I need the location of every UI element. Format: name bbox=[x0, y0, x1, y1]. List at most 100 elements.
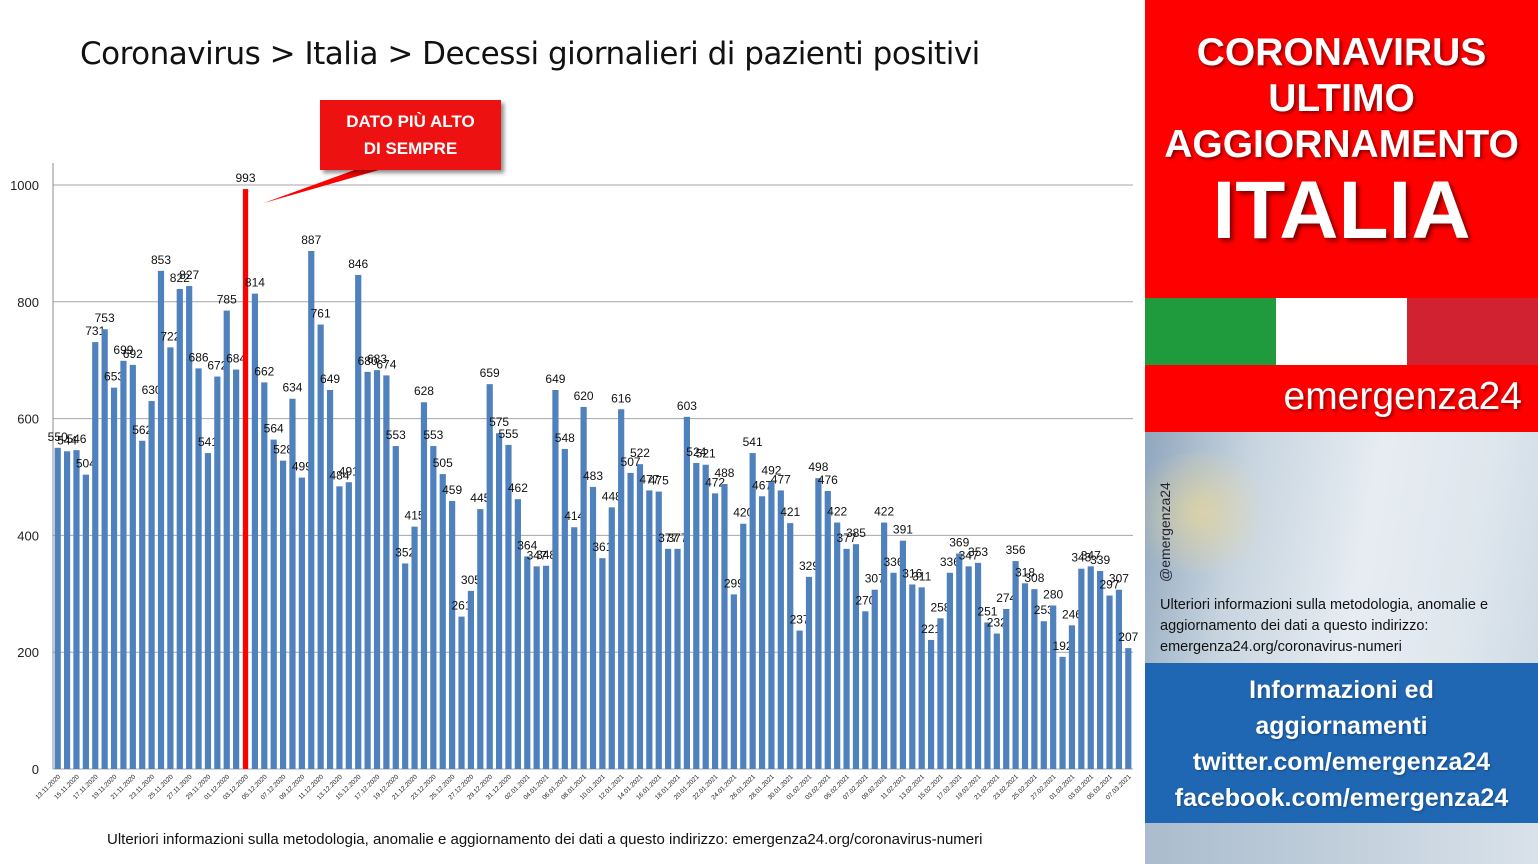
bar bbox=[157, 270, 165, 769]
data-label: 674 bbox=[376, 357, 396, 371]
bar bbox=[430, 446, 437, 769]
bar bbox=[993, 633, 1000, 769]
data-label: 307 bbox=[865, 572, 885, 586]
y-tick-label: 800 bbox=[17, 295, 39, 310]
y-tick-label: 400 bbox=[17, 528, 39, 543]
data-label: 261 bbox=[452, 599, 472, 613]
data-label: 662 bbox=[254, 364, 274, 378]
bar bbox=[571, 527, 578, 769]
data-label: 785 bbox=[217, 293, 237, 307]
bar bbox=[674, 548, 681, 769]
data-label: 684 bbox=[226, 352, 246, 366]
data-label: 628 bbox=[414, 384, 434, 398]
bar bbox=[233, 369, 240, 769]
sidebar-panel: CORONAVIRUS ULTIMO AGGIORNAMENTO ITALIA … bbox=[1145, 0, 1538, 864]
bar bbox=[599, 558, 606, 769]
bar bbox=[439, 474, 446, 769]
links-line-1: Informazioni ed bbox=[1249, 676, 1434, 704]
bar bbox=[402, 563, 409, 769]
bar bbox=[82, 474, 89, 769]
data-label: 553 bbox=[386, 428, 406, 442]
bar bbox=[683, 416, 691, 769]
data-label: 448 bbox=[602, 489, 622, 503]
data-label: 347 bbox=[1081, 548, 1101, 562]
bar bbox=[1097, 571, 1104, 769]
data-label: 445 bbox=[470, 491, 490, 505]
data-label: 504 bbox=[76, 457, 96, 471]
data-label: 827 bbox=[179, 268, 199, 282]
bar bbox=[505, 444, 512, 769]
data-label: 853 bbox=[151, 253, 171, 267]
bar bbox=[843, 548, 850, 769]
data-label: 336 bbox=[884, 555, 904, 569]
bar bbox=[308, 250, 315, 769]
data-label: 421 bbox=[780, 505, 800, 519]
data-label: 352 bbox=[395, 545, 415, 559]
data-label: 353 bbox=[968, 545, 988, 559]
data-label: 347 bbox=[527, 548, 547, 562]
bar bbox=[449, 500, 456, 769]
data-label: 364 bbox=[517, 538, 537, 552]
data-label: 318 bbox=[1015, 565, 1035, 579]
data-label: 553 bbox=[423, 428, 443, 442]
bar bbox=[749, 453, 756, 769]
social-links-box: Informazioni ed aggiornamenti twitter.co… bbox=[1145, 663, 1538, 823]
data-label: 653 bbox=[104, 370, 124, 384]
data-label: 683 bbox=[367, 352, 387, 366]
data-label: 246 bbox=[1062, 607, 1082, 621]
data-label: 522 bbox=[630, 446, 650, 460]
data-label: 699 bbox=[113, 343, 133, 357]
data-label: 347 bbox=[959, 548, 979, 562]
data-label: 546 bbox=[66, 432, 86, 446]
data-label: 499 bbox=[292, 460, 312, 474]
twitter-link[interactable]: twitter.com/emergenza24 bbox=[1192, 748, 1491, 776]
bar bbox=[63, 451, 71, 769]
bar bbox=[1040, 621, 1047, 769]
data-label: 316 bbox=[902, 566, 922, 580]
header-line-2: ULTIMO bbox=[1268, 77, 1415, 120]
bar bbox=[373, 370, 381, 769]
bar bbox=[251, 293, 259, 769]
bar bbox=[242, 189, 249, 769]
bar bbox=[721, 484, 728, 769]
bar bbox=[834, 522, 841, 769]
bottom-strip bbox=[1145, 823, 1538, 864]
data-label: 336 bbox=[940, 555, 960, 569]
bar bbox=[101, 329, 108, 769]
bar bbox=[110, 387, 118, 769]
bar bbox=[618, 409, 625, 769]
data-label: 476 bbox=[818, 473, 838, 487]
data-label: 548 bbox=[555, 431, 575, 445]
data-label: 846 bbox=[348, 257, 368, 271]
bar bbox=[655, 491, 662, 769]
data-label: 192 bbox=[1053, 639, 1073, 653]
header-line-1: CORONAVIRUS bbox=[1196, 31, 1487, 74]
data-label: 221 bbox=[921, 622, 941, 636]
bar bbox=[317, 324, 324, 769]
bar bbox=[270, 439, 277, 769]
bar bbox=[965, 566, 972, 769]
bar bbox=[693, 462, 700, 769]
data-label: 659 bbox=[480, 366, 500, 380]
facebook-link[interactable]: facebook.com/emergenza24 bbox=[1174, 784, 1509, 812]
flag-green-stripe bbox=[1145, 298, 1276, 365]
bar bbox=[120, 360, 127, 769]
data-label: 603 bbox=[677, 399, 697, 413]
data-label: 343 bbox=[1071, 551, 1091, 565]
bar bbox=[561, 448, 568, 769]
data-label: 555 bbox=[498, 427, 518, 441]
data-label: 492 bbox=[761, 464, 781, 478]
data-label: 575 bbox=[489, 415, 509, 429]
bar bbox=[787, 523, 794, 769]
data-label: 459 bbox=[442, 483, 462, 497]
bar bbox=[533, 566, 540, 769]
data-label: 414 bbox=[564, 509, 584, 523]
bar bbox=[608, 507, 615, 769]
bar bbox=[815, 478, 822, 769]
data-label: 207 bbox=[1118, 630, 1138, 644]
bar bbox=[740, 523, 747, 769]
bar bbox=[195, 368, 202, 769]
bar bbox=[636, 464, 644, 769]
links-line-2: aggiornamenti bbox=[1255, 712, 1428, 740]
sidebar-header: CORONAVIRUS ULTIMO AGGIORNAMENTO ITALIA bbox=[1145, 0, 1538, 298]
